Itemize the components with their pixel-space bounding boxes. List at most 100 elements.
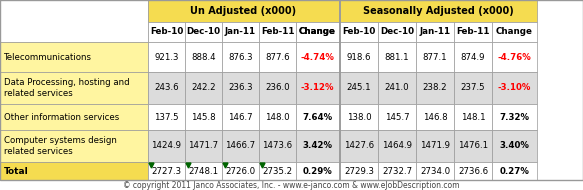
Bar	[222, 72, 259, 104]
Text: 877.1: 877.1	[423, 52, 447, 62]
Text: 7.64%: 7.64%	[303, 112, 332, 121]
Text: 2732.7: 2732.7	[382, 166, 412, 176]
Text: Feb-11: Feb-11	[261, 28, 294, 36]
Text: -4.76%: -4.76%	[498, 52, 531, 62]
Bar	[492, 22, 537, 42]
Text: Computer systems design
related services: Computer systems design related services	[4, 136, 117, 156]
Text: Feb-10: Feb-10	[150, 28, 183, 36]
Bar	[0, 72, 148, 104]
Text: Telecommunications: Telecommunications	[4, 52, 92, 62]
Bar	[259, 72, 296, 104]
Text: 1466.7: 1466.7	[226, 142, 255, 150]
Bar	[148, 104, 185, 130]
Text: Change: Change	[496, 28, 533, 36]
Text: 876.3: 876.3	[228, 52, 253, 62]
Bar	[148, 72, 185, 104]
Bar	[148, 130, 185, 162]
Text: Total: Total	[4, 166, 29, 176]
Text: 137.5: 137.5	[154, 112, 179, 121]
Bar	[340, 104, 378, 130]
Bar	[492, 42, 537, 72]
Polygon shape	[149, 163, 154, 168]
Text: 2734.0: 2734.0	[420, 166, 450, 176]
Text: 1424.9: 1424.9	[152, 142, 181, 150]
Bar	[0, 162, 148, 180]
Bar	[148, 42, 185, 72]
Text: 1427.6: 1427.6	[344, 142, 374, 150]
Bar	[416, 104, 454, 130]
Bar	[492, 130, 537, 162]
Text: Dec-10: Dec-10	[187, 28, 220, 36]
Text: Change: Change	[299, 28, 336, 36]
Text: 245.1: 245.1	[347, 83, 371, 93]
Text: Feb-11: Feb-11	[456, 28, 490, 36]
Bar	[185, 104, 222, 130]
Text: 2735.2: 2735.2	[262, 166, 293, 176]
Bar	[340, 72, 378, 104]
Bar	[259, 22, 296, 42]
Text: 138.0: 138.0	[347, 112, 371, 121]
Bar	[340, 130, 378, 162]
Bar	[340, 22, 378, 42]
Bar	[0, 42, 148, 72]
Bar	[0, 104, 148, 130]
Text: 238.2: 238.2	[423, 83, 447, 93]
Text: 241.0: 241.0	[385, 83, 409, 93]
Bar	[340, 42, 378, 72]
Text: 1476.1: 1476.1	[458, 142, 488, 150]
Text: 2748.1: 2748.1	[188, 166, 219, 176]
Text: 237.5: 237.5	[461, 83, 485, 93]
Bar	[416, 130, 454, 162]
Bar	[416, 72, 454, 104]
Text: Jan-11: Jan-11	[225, 28, 256, 36]
Bar	[148, 0, 339, 22]
Bar	[296, 162, 339, 180]
Text: 236.3: 236.3	[228, 83, 253, 93]
Text: 146.8: 146.8	[423, 112, 447, 121]
Bar	[296, 130, 339, 162]
Polygon shape	[223, 163, 228, 168]
Bar	[340, 0, 537, 22]
Bar	[222, 162, 259, 180]
Bar	[0, 130, 148, 162]
Bar	[222, 22, 259, 42]
Text: -3.12%: -3.12%	[301, 83, 334, 93]
Bar	[416, 162, 454, 180]
Bar	[454, 72, 492, 104]
Text: 243.6: 243.6	[154, 83, 179, 93]
Text: 145.8: 145.8	[191, 112, 216, 121]
Bar	[185, 130, 222, 162]
Bar	[416, 22, 454, 42]
Text: 148.0: 148.0	[265, 112, 290, 121]
Bar	[148, 162, 185, 180]
Text: 242.2: 242.2	[191, 83, 216, 93]
Text: Other information services: Other information services	[4, 112, 120, 121]
Bar	[259, 162, 296, 180]
Text: Dec-10: Dec-10	[380, 28, 414, 36]
Text: Feb-10: Feb-10	[342, 28, 375, 36]
Text: 2727.3: 2727.3	[152, 166, 181, 176]
Bar	[296, 72, 339, 104]
Text: 7.32%: 7.32%	[500, 112, 529, 121]
Bar	[492, 72, 537, 104]
Text: 0.27%: 0.27%	[500, 166, 529, 176]
Text: 874.9: 874.9	[461, 52, 485, 62]
Text: 0.29%: 0.29%	[303, 166, 332, 176]
Bar	[454, 162, 492, 180]
Bar	[454, 130, 492, 162]
Bar	[0, 0, 148, 42]
Bar	[378, 130, 416, 162]
Bar	[492, 162, 537, 180]
Text: 3.40%: 3.40%	[500, 142, 529, 150]
Bar	[222, 104, 259, 130]
Bar	[378, 162, 416, 180]
Bar	[340, 162, 378, 180]
Text: 236.0: 236.0	[265, 83, 290, 93]
Bar	[259, 104, 296, 130]
Bar	[454, 42, 492, 72]
Text: © copyright 2011 Janco Associates, Inc. - www.e-janco.com & www.eJobDescription.: © copyright 2011 Janco Associates, Inc. …	[123, 180, 460, 189]
Polygon shape	[260, 163, 265, 168]
Bar	[378, 42, 416, 72]
Text: 2726.0: 2726.0	[226, 166, 255, 176]
Text: 2729.3: 2729.3	[344, 166, 374, 176]
